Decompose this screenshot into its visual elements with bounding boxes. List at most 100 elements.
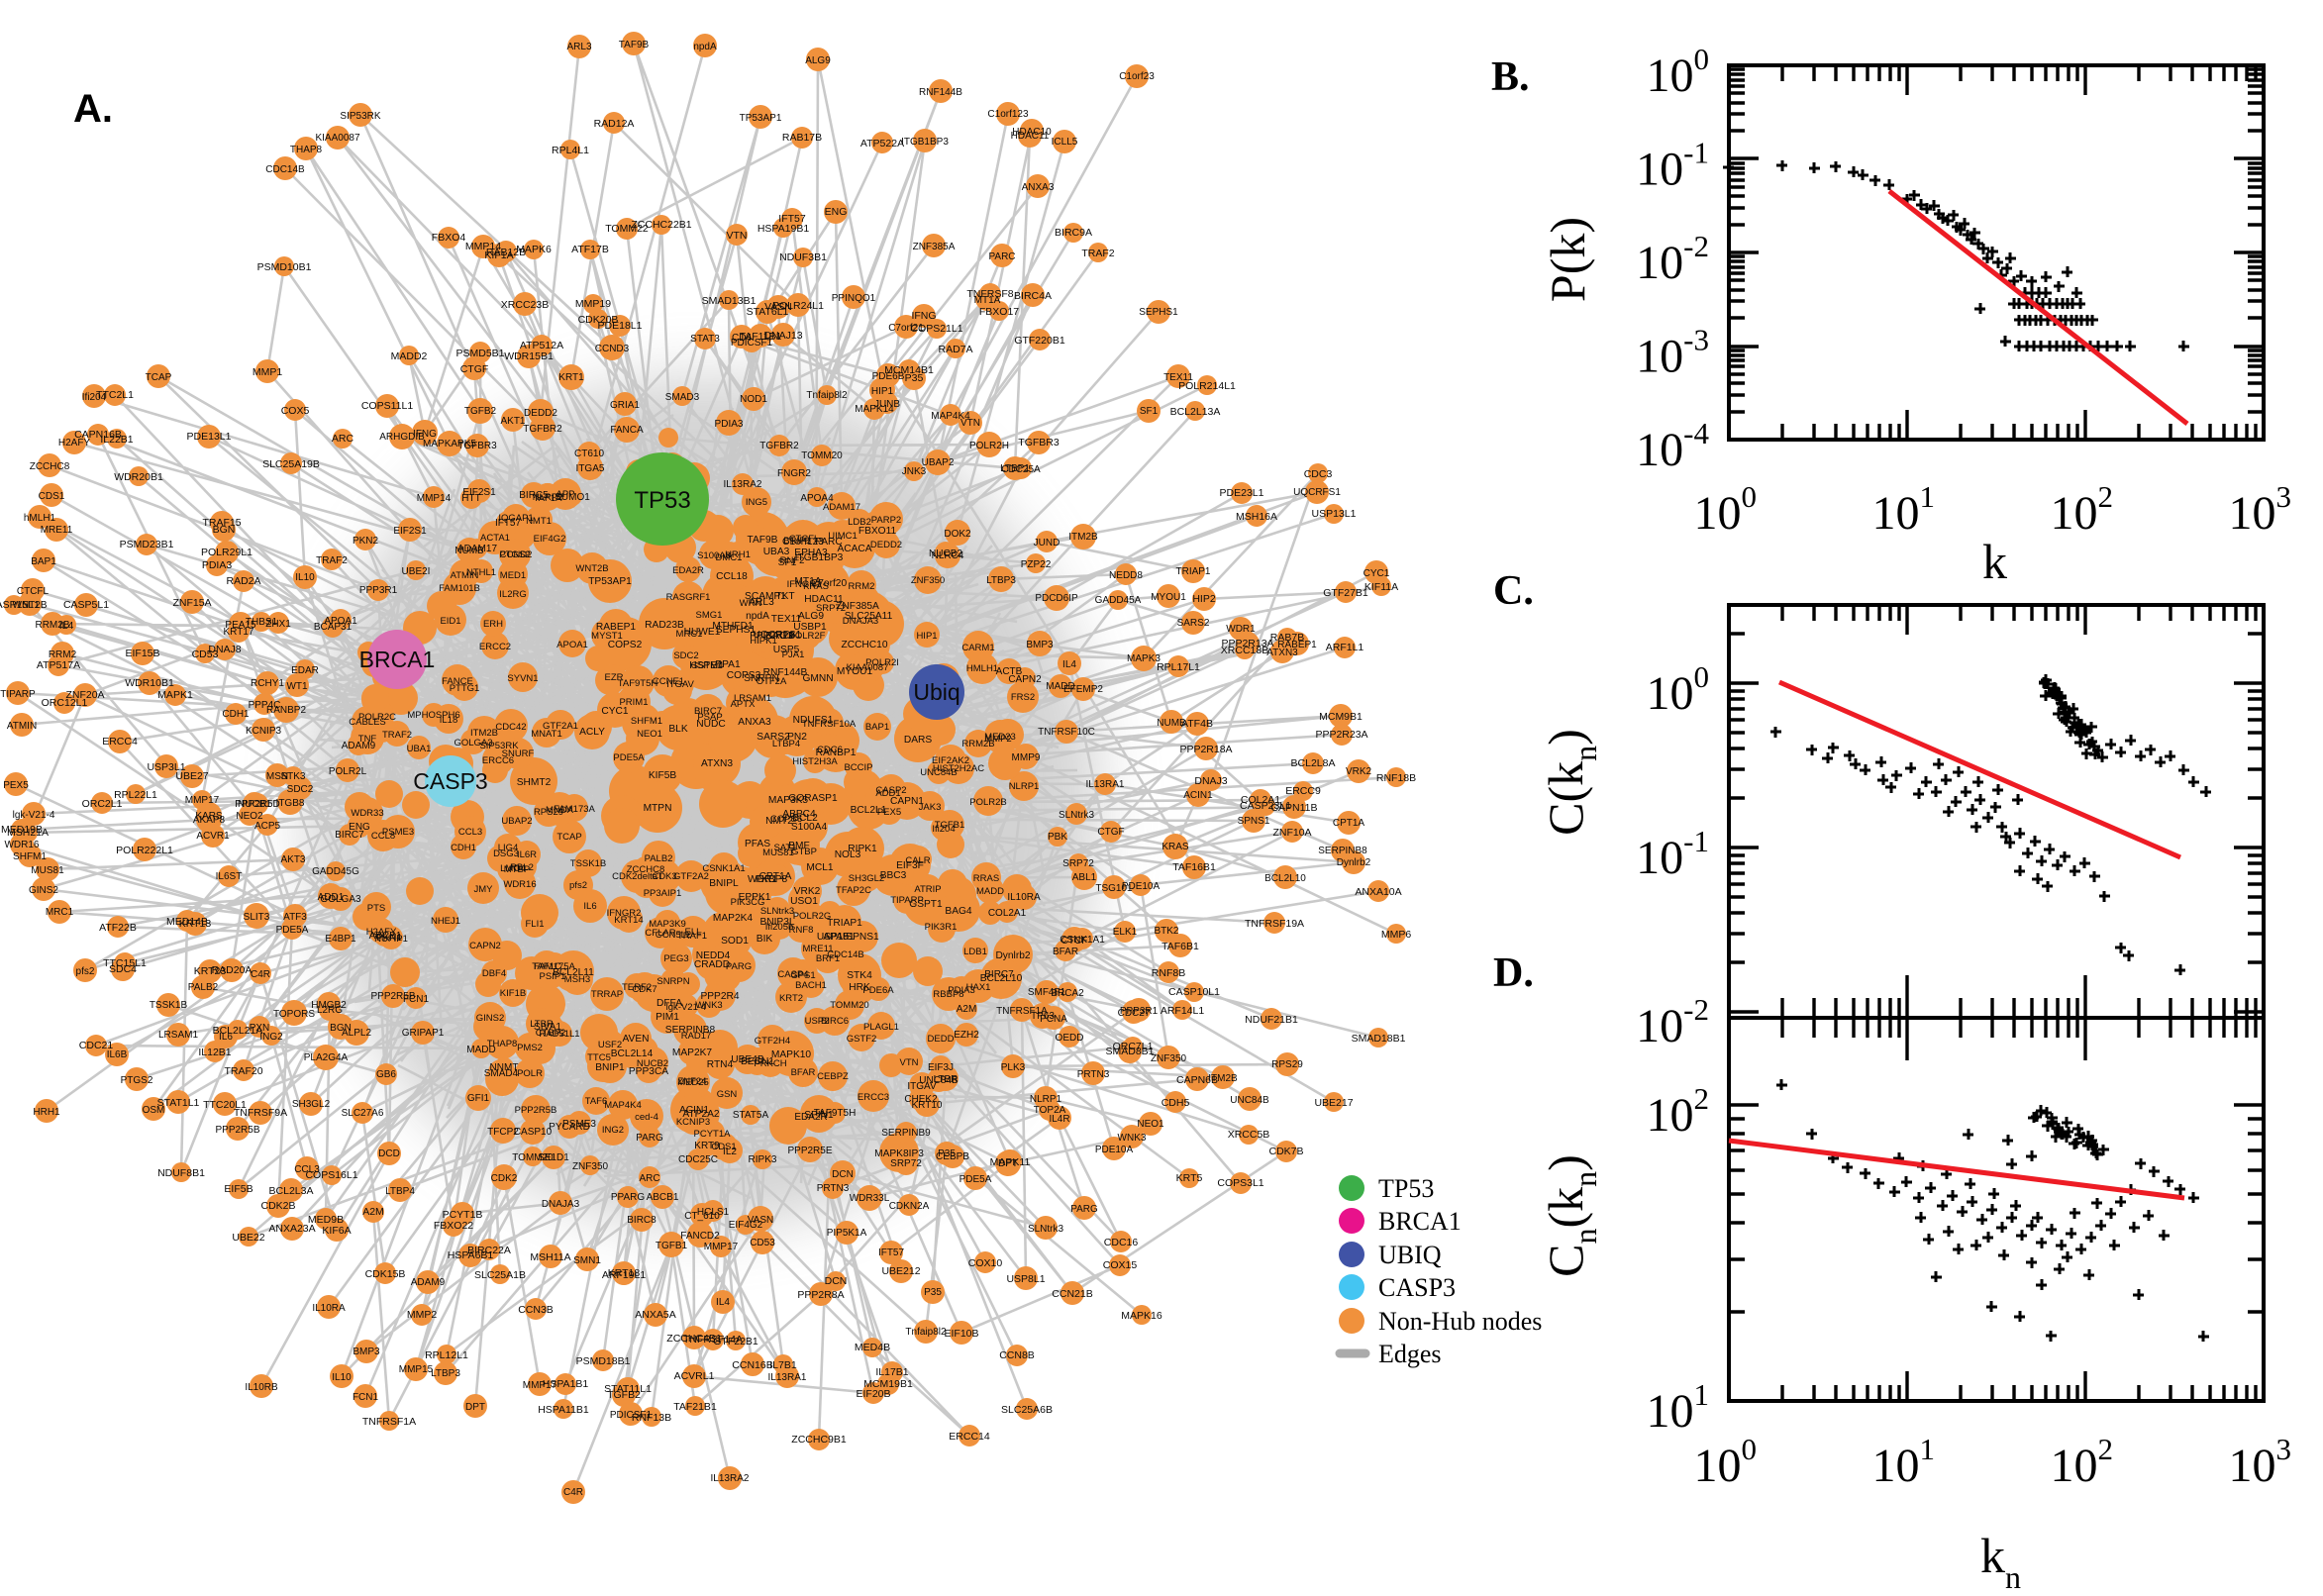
svg-text:FANCE: FANCE (442, 676, 473, 687)
svg-text:ARHGDIB: ARHGDIB (379, 432, 425, 443)
svg-text:SMAD4: SMAD4 (484, 1068, 519, 1079)
svg-text:ERCC9: ERCC9 (1285, 785, 1321, 797)
svg-text:HUWE1: HUWE1 (684, 627, 721, 638)
svg-text:SHFM1: SHFM1 (631, 716, 662, 727)
svg-text:FCN1: FCN1 (353, 1392, 379, 1403)
svg-text:NUCB2: NUCB2 (637, 1058, 668, 1069)
svg-text:UBE27: UBE27 (175, 770, 208, 782)
svg-text:NEDD8: NEDD8 (1109, 570, 1143, 581)
svg-text:TTC20L1: TTC20L1 (203, 1099, 247, 1111)
svg-text:SERPINB8: SERPINB8 (665, 1025, 716, 1036)
svg-text:SAT1: SAT1 (773, 843, 796, 853)
svg-text:GMNN: GMNN (802, 673, 833, 684)
svg-text:COPS11L1: COPS11L1 (361, 400, 413, 412)
svg-text:L2RG: L2RG (317, 1005, 343, 1016)
svg-text:PLAGL1: PLAGL1 (863, 1022, 899, 1033)
svg-text:EIF2AK2: EIF2AK2 (932, 755, 969, 766)
svg-text:ACLY: ACLY (579, 727, 605, 738)
svg-text:RAD51L1: RAD51L1 (539, 1029, 579, 1040)
svg-text:NTHL1: NTHL1 (466, 567, 496, 578)
svg-text:BACH1: BACH1 (795, 980, 827, 991)
svg-text:CCNE1: CCNE1 (653, 676, 684, 687)
svg-text:TNFRSF19A: TNFRSF19A (1245, 918, 1304, 930)
svg-text:MAP2K4: MAP2K4 (713, 913, 754, 924)
svg-text:TRAF15: TRAF15 (202, 517, 241, 529)
svg-text:THAP8: THAP8 (487, 1039, 518, 1049)
svg-text:PCYT1B: PCYT1B (443, 1209, 483, 1221)
svg-text:TRAF1: TRAF1 (677, 931, 707, 942)
svg-text:PDICSF1: PDICSF1 (731, 338, 773, 349)
svg-text:RAD12A: RAD12A (594, 118, 635, 130)
svg-text:BAP1: BAP1 (31, 556, 56, 567)
svg-text:ITM2B: ITM2B (1208, 1073, 1238, 1084)
svg-text:POLR2B: POLR2B (969, 797, 1007, 808)
svg-text:HSPA1B1: HSPA1B1 (543, 1378, 589, 1390)
svg-text:SEPHS1: SEPHS1 (1139, 307, 1178, 318)
svg-text:WDR33L: WDR33L (850, 1193, 890, 1204)
svg-text:GTF220B1: GTF220B1 (1014, 335, 1065, 347)
svg-text:TOPORS: TOPORS (273, 1009, 315, 1020)
svg-text:PFAS: PFAS (745, 839, 770, 849)
svg-text:USF2: USF2 (598, 1040, 622, 1050)
svg-text:CDC25A: CDC25A (1001, 464, 1041, 475)
svg-text:POLR2I: POLR2I (865, 657, 899, 668)
svg-text:ITGB1BP3: ITGB1BP3 (795, 552, 844, 563)
svg-text:VTN: VTN (727, 230, 748, 242)
svg-text:ADAM9: ADAM9 (342, 741, 376, 751)
svg-text:BMF: BMF (788, 841, 810, 851)
svg-text:DNAJ3: DNAJ3 (1194, 775, 1227, 787)
svg-text:CASP23L1: CASP23L1 (1240, 800, 1291, 812)
svg-text:TGFB1: TGFB1 (935, 820, 965, 831)
svg-text:PDE23L1: PDE23L1 (1220, 487, 1264, 499)
svg-text:EIF2S1: EIF2S1 (393, 526, 427, 537)
svg-text:TP53AP1: TP53AP1 (588, 576, 632, 587)
svg-text:CTGF: CTGF (1097, 827, 1124, 838)
svg-text:EIF20B: EIF20B (856, 1388, 890, 1400)
svg-text:MAPK8IP3: MAPK8IP3 (874, 1148, 924, 1159)
svg-text:OTF2A: OTF2A (757, 676, 787, 687)
svg-text:JMY: JMY (474, 884, 494, 895)
svg-text:PPP2R5E: PPP2R5E (787, 1146, 832, 1156)
svg-text:KRT23: KRT23 (194, 965, 227, 977)
svg-text:PPP2R13A: PPP2R13A (1221, 638, 1273, 649)
svg-text:NDUF21B1: NDUF21B1 (1245, 1014, 1298, 1026)
svg-text:MNDA: MNDA (546, 805, 574, 816)
svg-text:USP3L1: USP3L1 (147, 761, 185, 773)
svg-text:TFCP2: TFCP2 (487, 1127, 519, 1138)
svg-text:CYC1: CYC1 (1364, 568, 1390, 579)
svg-text:PLK3: PLK3 (1001, 1062, 1026, 1073)
svg-text:ZNF350: ZNF350 (572, 1161, 609, 1172)
svg-text:PCNA: PCNA (1040, 1014, 1067, 1025)
svg-text:AKT3: AKT3 (280, 854, 305, 865)
svg-text:ERCC14: ERCC14 (949, 1431, 990, 1443)
svg-text:HIP1: HIP1 (871, 386, 894, 397)
svg-text:BLK: BLK (668, 724, 687, 735)
svg-text:TERF2: TERF2 (622, 982, 652, 993)
svg-text:Dynlrb2: Dynlrb2 (1337, 857, 1371, 868)
svg-text:ARL3: ARL3 (749, 597, 774, 608)
svg-text:FRS2: FRS2 (1011, 692, 1035, 703)
svg-text:ZNF15A: ZNF15A (172, 597, 211, 609)
svg-text:PPP2R18A: PPP2R18A (1179, 744, 1232, 755)
svg-text:PTS: PTS (367, 903, 385, 914)
svg-text:PKN2: PKN2 (353, 536, 379, 547)
svg-text:TGFB2: TGFB2 (464, 406, 497, 417)
svg-text:CCL3: CCL3 (294, 1164, 320, 1175)
svg-text:TGFBR3: TGFBR3 (1018, 437, 1060, 449)
svg-text:ZNF350: ZNF350 (911, 575, 945, 586)
svg-text:LRSAM1: LRSAM1 (158, 1030, 198, 1041)
svg-text:EZH2: EZH2 (954, 1030, 979, 1041)
svg-text:WDR1: WDR1 (1226, 624, 1256, 635)
svg-text:FAM101B: FAM101B (439, 583, 480, 594)
svg-text:NMT2: NMT2 (765, 816, 793, 827)
svg-text:STK4: STK4 (847, 970, 872, 981)
svg-text:GFI1: GFI1 (467, 1093, 490, 1104)
svg-text:lgk-V21-4: lgk-V21-4 (13, 810, 55, 821)
svg-text:FBXO22: FBXO22 (434, 1220, 473, 1232)
svg-text:CPT1A: CPT1A (759, 871, 792, 882)
svg-text:UBIQ: UBIQ (1378, 1241, 1442, 1269)
svg-text:MAP4K4: MAP4K4 (931, 411, 970, 422)
svg-text:DCN: DCN (825, 1275, 848, 1287)
svg-text:TAF9T5H: TAF9T5H (814, 1108, 857, 1119)
svg-text:CALR: CALR (905, 855, 930, 866)
